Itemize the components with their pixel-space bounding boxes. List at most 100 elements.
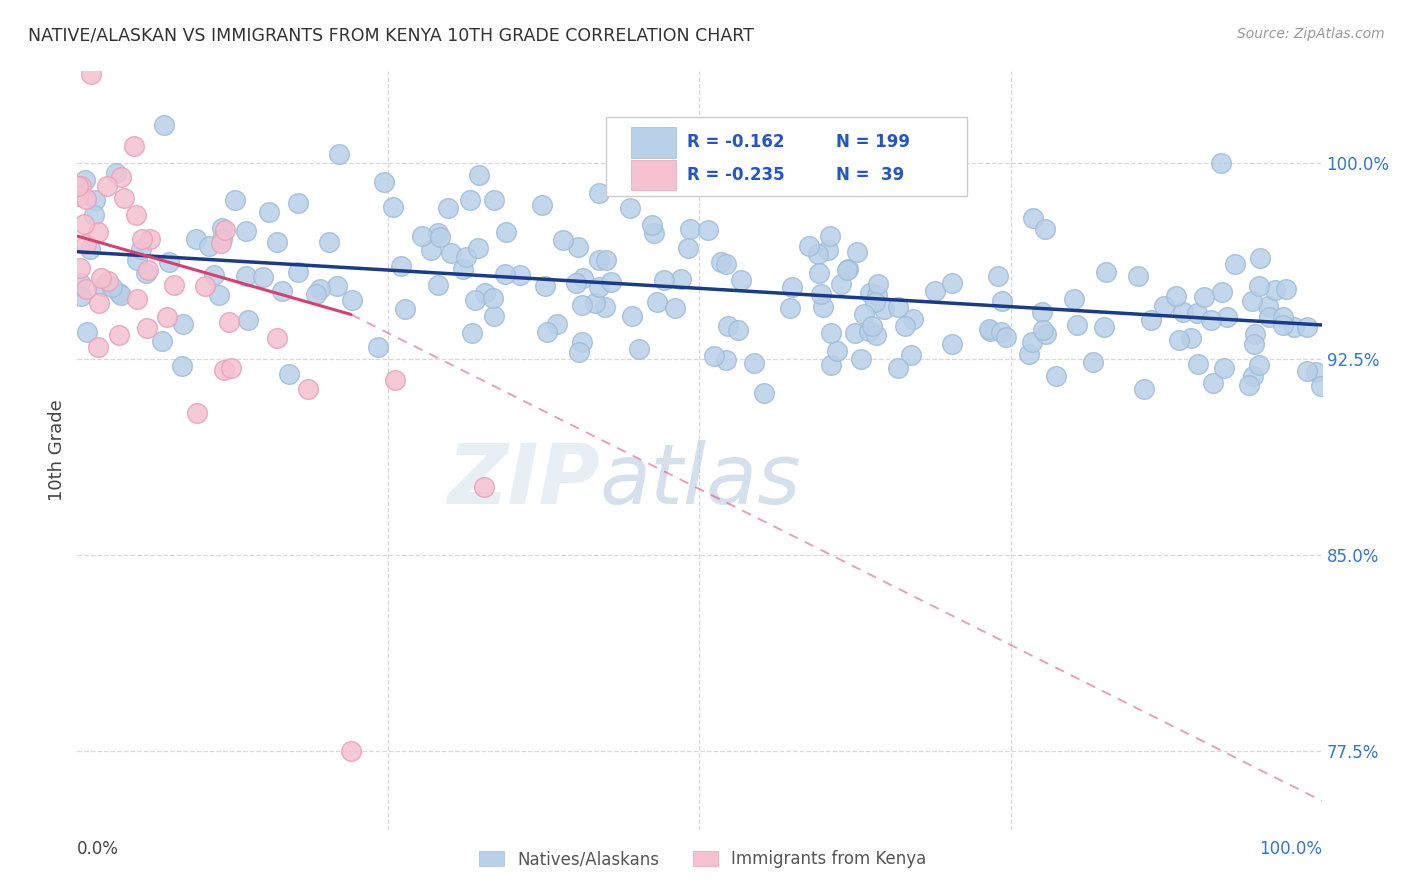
Text: R = -0.235: R = -0.235 [688,166,785,184]
Text: ZIP: ZIP [447,441,600,521]
Point [340,744,363,758]
Point [645,294,668,309]
Point [125,292,148,306]
Point [218,315,240,329]
Point [83,208,105,222]
Point [107,327,129,342]
Point [571,298,593,312]
Point [595,252,617,267]
Point [202,268,225,282]
Point [894,319,917,334]
Point [460,326,482,341]
Point [266,331,288,345]
Point [1216,310,1239,325]
Point [382,200,405,214]
Point [326,279,349,293]
Point [1164,288,1187,302]
Point [860,319,883,334]
Point [1092,319,1115,334]
Point [89,296,111,310]
Point [90,271,112,285]
Point [184,232,207,246]
Point [136,321,159,335]
Point [389,259,412,273]
Point [91,278,114,293]
Point [567,240,589,254]
Point [467,168,489,182]
Point [1095,265,1118,279]
Point [1305,365,1327,379]
Text: 0.0%: 0.0% [77,840,120,858]
Point [87,340,110,354]
Point [817,244,839,258]
Point [472,480,495,494]
Point [122,139,145,153]
Point [235,269,257,284]
Point [76,325,98,339]
Point [139,232,162,246]
Point [727,323,749,337]
Point [652,273,675,287]
Point [212,363,235,377]
Legend: Natives/Alaskans, Immigrants from Kenya: Natives/Alaskans, Immigrants from Kenya [472,844,934,875]
Point [820,358,842,372]
Point [990,325,1012,339]
Point [101,280,124,294]
Text: R = -0.162: R = -0.162 [688,134,785,152]
Point [305,286,328,301]
Point [131,232,153,246]
Point [96,179,118,194]
Point [1202,376,1225,390]
Point [97,274,120,288]
Point [79,242,101,256]
Text: N =  39: N = 39 [837,166,904,184]
Point [941,276,963,290]
Point [509,268,531,282]
Point [1237,378,1260,392]
Point [1241,369,1264,384]
Text: N = 199: N = 199 [837,134,910,152]
Point [297,382,319,396]
Point [710,254,733,268]
Point [1249,252,1271,266]
Point [620,309,643,323]
Point [780,280,803,294]
Point [703,349,725,363]
Point [865,328,887,343]
Point [807,247,830,261]
Point [1243,337,1265,351]
Point [830,277,852,291]
Point [1066,318,1088,333]
Point [995,330,1018,344]
Point [1187,306,1209,320]
Point [308,282,330,296]
Point [429,230,451,244]
Point [426,226,449,240]
Point [70,178,93,193]
Point [110,170,132,185]
Point [1213,361,1236,376]
Point [813,300,835,314]
Point [1031,305,1053,319]
Point [1021,335,1043,350]
Point [277,367,299,381]
Point [440,246,463,260]
Point [924,284,946,298]
Point [941,337,963,351]
Point [340,293,363,307]
Point [1022,211,1045,226]
Point [136,262,159,277]
Point [219,360,242,375]
Point [70,289,93,303]
Point [1139,312,1161,326]
Point [868,277,890,292]
Point [546,318,568,332]
Point [845,245,868,260]
FancyBboxPatch shape [606,117,967,196]
Point [979,324,1001,338]
Point [679,221,702,235]
Point [797,239,820,253]
Point [583,296,606,310]
Y-axis label: 10th Grade: 10th Grade [48,400,66,501]
Point [1081,354,1104,368]
